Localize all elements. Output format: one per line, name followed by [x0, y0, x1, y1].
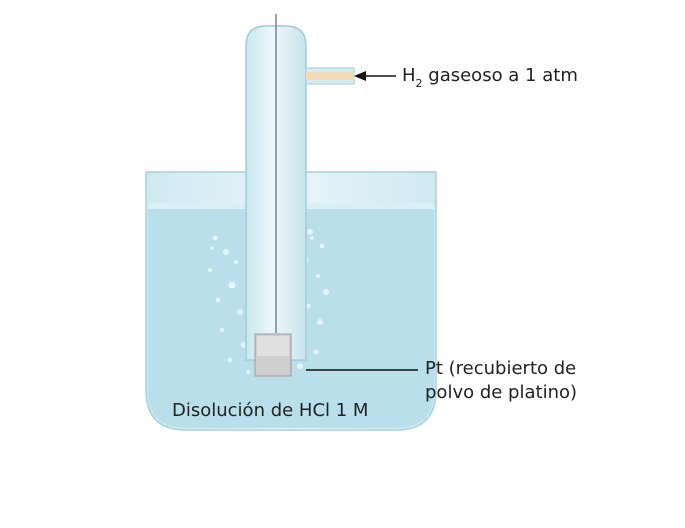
h2-subscript: 2	[415, 77, 423, 90]
pt-label-line2: polvo de platino)	[425, 382, 578, 403]
pt-electrode-shade	[257, 336, 289, 356]
gas-arrow-head	[354, 71, 366, 81]
h2-gas-label: H2 gaseoso a 1 atm	[402, 65, 578, 90]
h2-symbol: H	[402, 65, 416, 86]
gas-inlet-core	[306, 72, 354, 80]
solution-label: Disolución de HCl 1 M	[172, 400, 369, 421]
h2-text: gaseoso a 1 atm	[422, 65, 578, 86]
pt-label-line1: Pt (recubierto de	[425, 358, 577, 379]
